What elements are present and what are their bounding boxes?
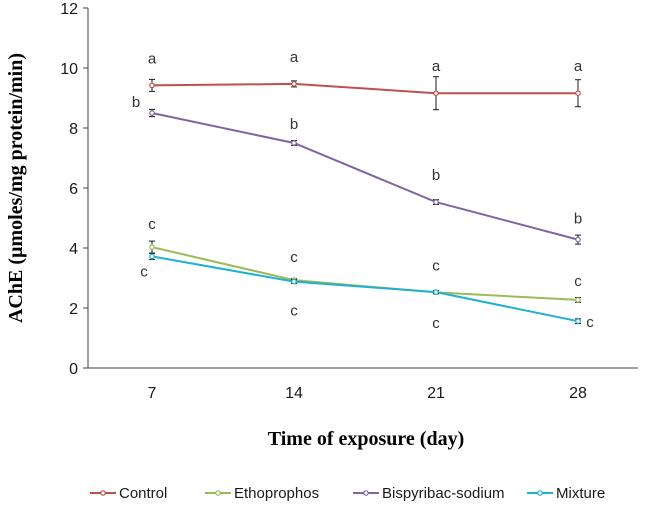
x-tick-label: 28 xyxy=(569,385,587,402)
x-axis: 7 14 21 28 xyxy=(88,367,638,402)
significance-label: c xyxy=(290,249,298,266)
significance-label: a xyxy=(574,58,583,75)
significance-label: a xyxy=(432,58,441,75)
data-point xyxy=(575,297,581,303)
series-control xyxy=(149,76,581,111)
legend-marker xyxy=(363,490,369,496)
series-line xyxy=(151,112,579,241)
series-line xyxy=(151,255,579,323)
significance-label: b xyxy=(290,116,298,133)
y-tick-label: 4 xyxy=(69,241,78,258)
significance-label: c xyxy=(290,303,298,320)
legend-marker xyxy=(537,490,543,496)
series-ethoprophos xyxy=(149,240,581,303)
data-point xyxy=(291,81,297,87)
series-line xyxy=(151,82,578,95)
x-axis-title: Time of exposure (day) xyxy=(268,428,464,450)
significance-label: a xyxy=(148,50,157,67)
data-point xyxy=(149,253,155,260)
significance-label: c xyxy=(140,263,148,280)
data-point xyxy=(149,110,155,116)
significance-label: a xyxy=(290,49,299,66)
series-line xyxy=(151,246,579,301)
y-tick-label: 10 xyxy=(60,61,78,78)
y-tick-label: 8 xyxy=(69,121,78,138)
y-tick-label: 6 xyxy=(69,181,78,198)
data-point xyxy=(149,244,155,250)
significance-label: c xyxy=(574,273,582,290)
series-mixture xyxy=(149,252,581,325)
series-layer xyxy=(149,76,581,325)
significance-label: c xyxy=(432,257,440,274)
data-point xyxy=(433,199,439,205)
significance-label: c xyxy=(432,315,440,332)
y-tick-label: 0 xyxy=(69,361,78,378)
legend-label: Control xyxy=(119,485,167,502)
legend-item: Ethoprophos xyxy=(205,485,319,502)
data-point xyxy=(575,318,581,325)
x-tick-label: 7 xyxy=(148,385,157,402)
legend-marker xyxy=(100,490,106,496)
y-tick-label: 12 xyxy=(60,1,78,18)
y-tick-label: 2 xyxy=(69,301,78,318)
y-axis-title: AChE (µmoles/mg protein/min) xyxy=(5,53,27,323)
legend-item: Control xyxy=(90,485,167,502)
data-point xyxy=(149,82,155,89)
legend-label: Ethoprophos xyxy=(234,485,319,502)
data-point xyxy=(291,278,297,285)
data-point xyxy=(291,140,297,146)
y-axis: 0 2 4 6 8 10 12 xyxy=(60,1,89,378)
significance-label: c xyxy=(586,314,594,331)
legend-label: Mixture xyxy=(556,485,605,502)
significance-label: c xyxy=(148,216,156,233)
data-point xyxy=(575,90,581,97)
x-tick-label: 14 xyxy=(285,385,303,402)
series-bispyribac-sodium xyxy=(149,108,581,245)
legend-label: Bispyribac-sodium xyxy=(382,485,505,502)
legend-item: Mixture xyxy=(527,485,605,502)
annotations: a a a a c c c c b b b b c c c c xyxy=(132,49,594,332)
legend-marker xyxy=(215,490,221,496)
significance-label: b xyxy=(132,94,140,111)
legend: Control Ethoprophos Bispyribac-sodium Mixtu… xyxy=(90,485,605,502)
data-point xyxy=(575,236,581,243)
significance-label: b xyxy=(432,167,440,184)
data-point xyxy=(433,289,439,295)
x-tick-label: 21 xyxy=(427,385,445,402)
significance-label: b xyxy=(574,211,582,228)
legend-item: Bispyribac-sodium xyxy=(353,485,505,502)
data-point xyxy=(433,90,439,97)
